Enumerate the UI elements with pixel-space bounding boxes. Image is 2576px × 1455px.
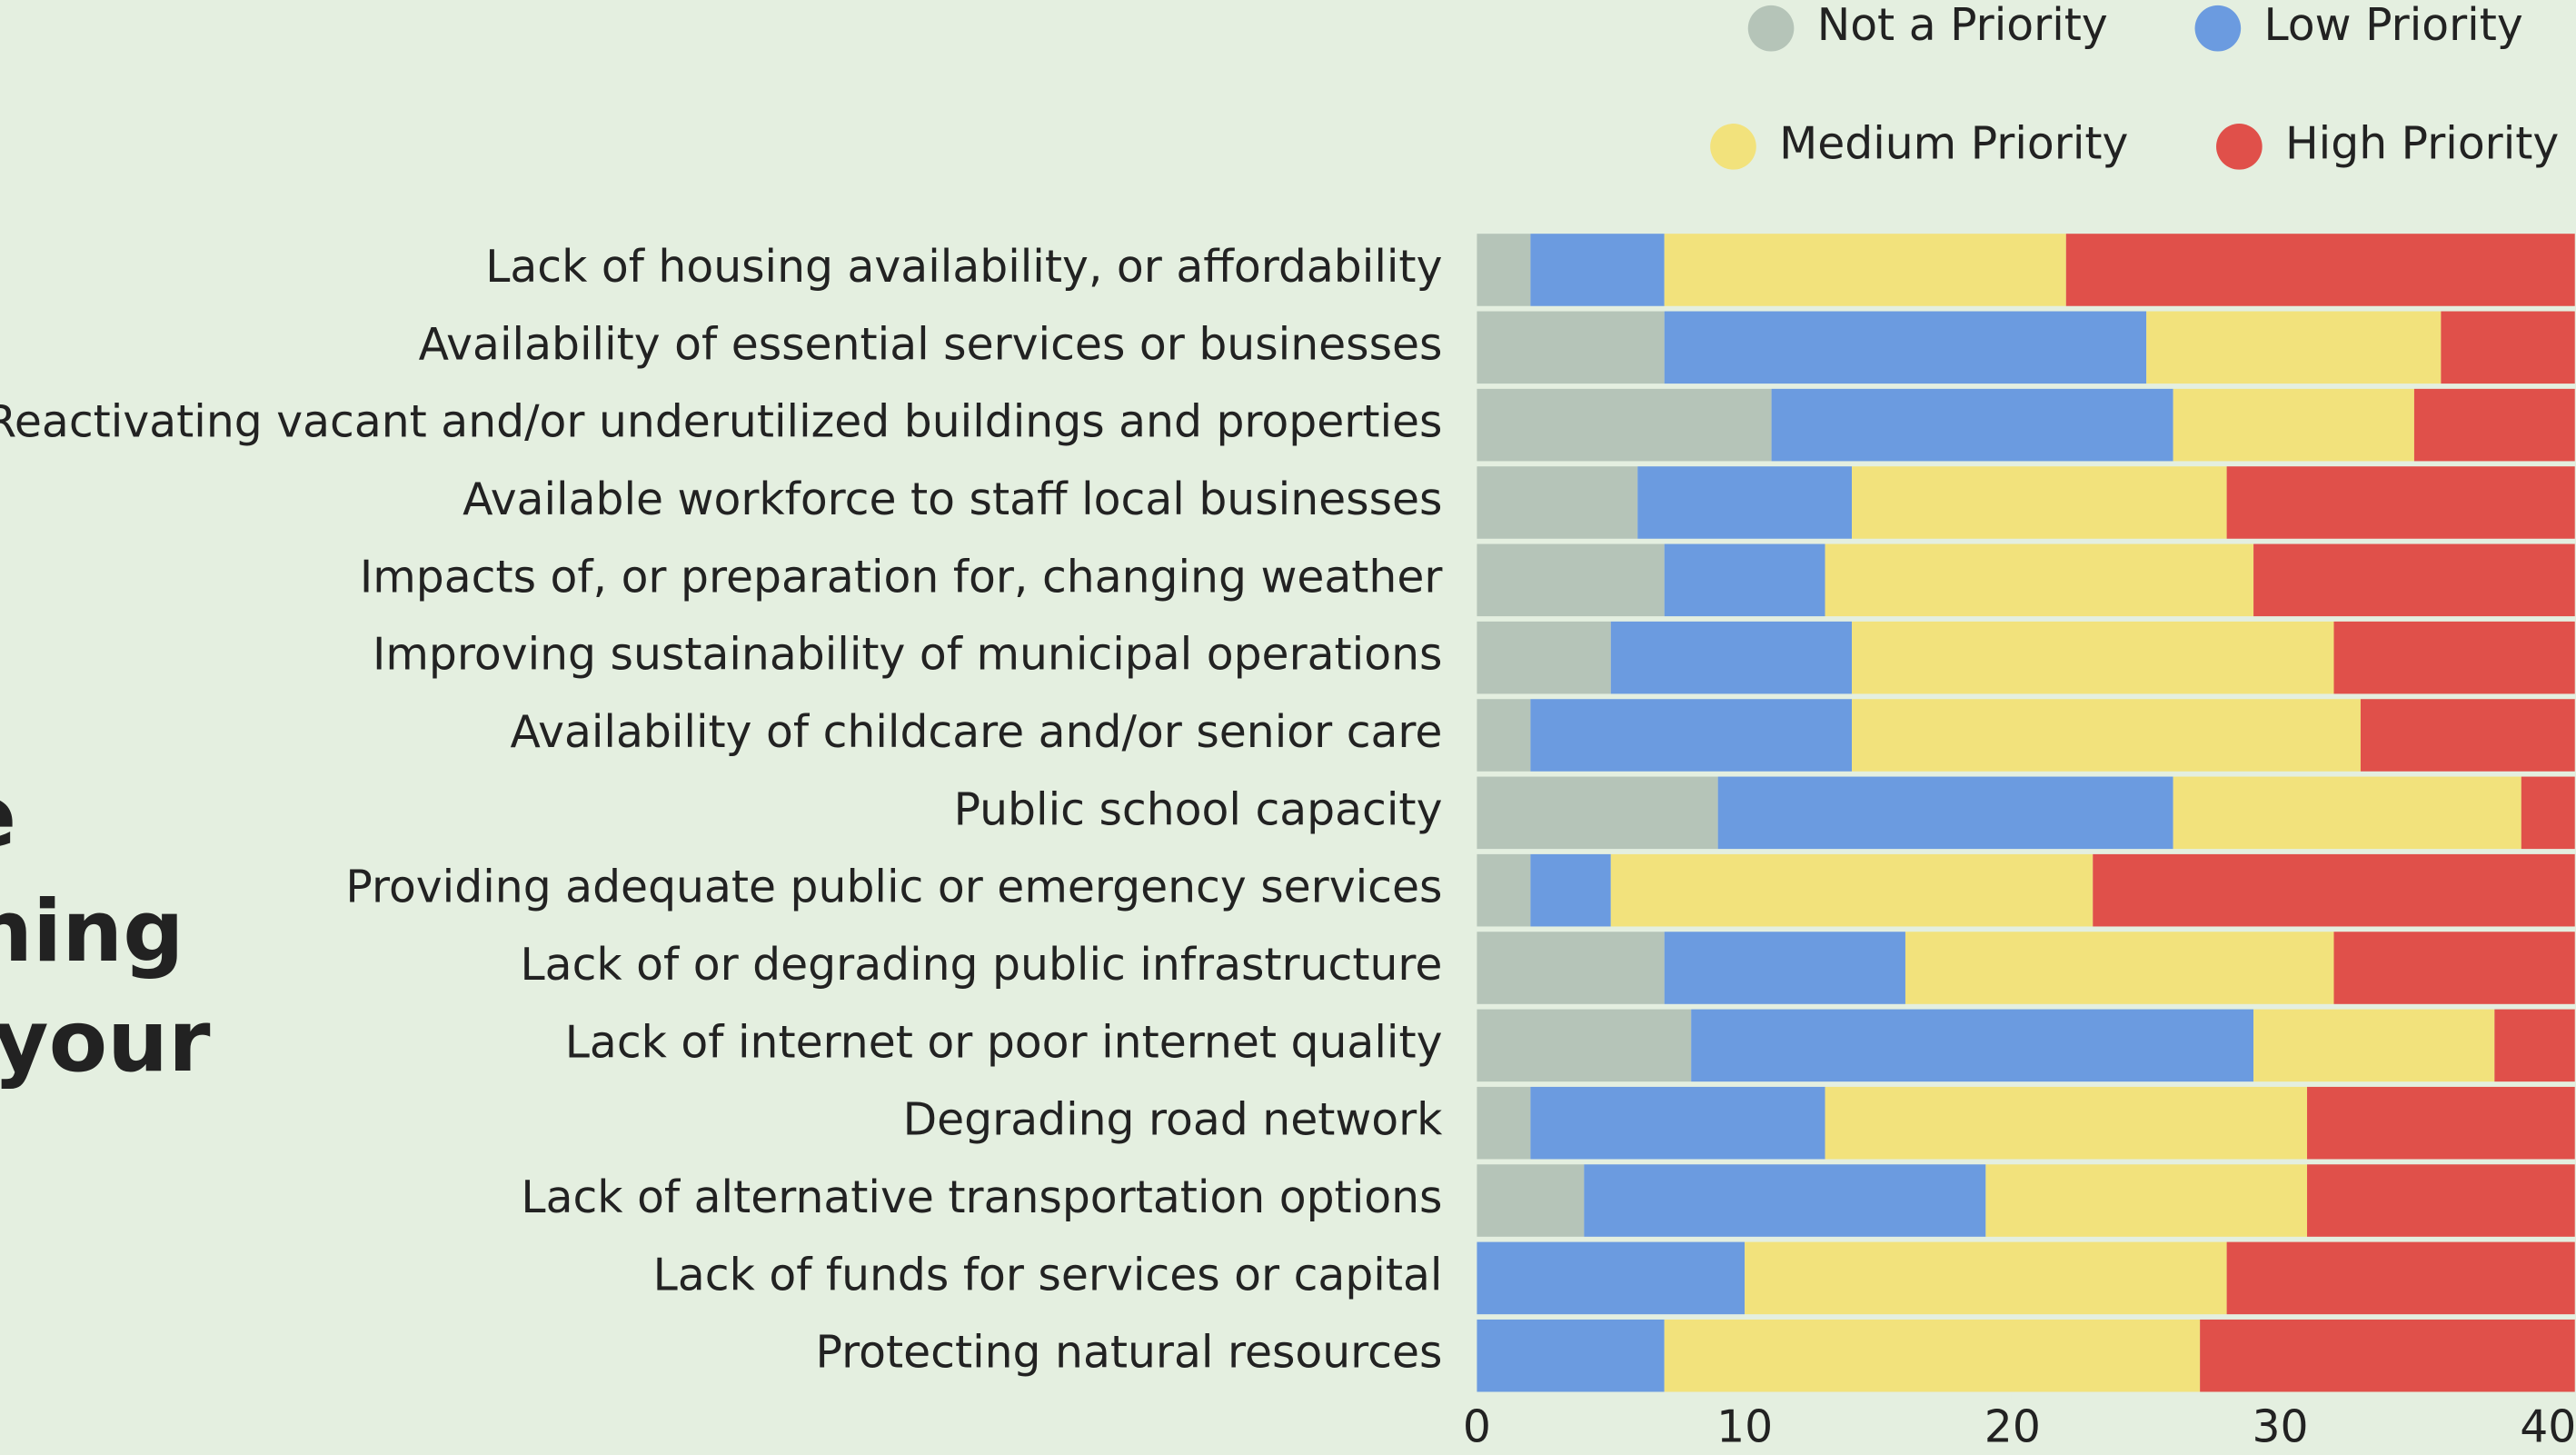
bar-segment xyxy=(1985,1164,2308,1237)
bar-segment xyxy=(1530,853,1611,927)
bar-segment xyxy=(1530,1086,1825,1160)
bar-segment xyxy=(2253,1009,2495,1082)
bar-segment xyxy=(2253,543,2575,617)
bar-segment xyxy=(1477,1241,1746,1315)
legend-label: High Priority xyxy=(2285,117,2559,169)
bar-segment xyxy=(2173,776,2521,850)
x-tick-label: 20 xyxy=(1984,1400,2041,1452)
bar-segment xyxy=(1664,311,2147,384)
bar-segment xyxy=(2226,1241,2575,1315)
category-label: Protecting natural resources xyxy=(816,1327,1443,1379)
category-label: Lack of funds for services or capital xyxy=(653,1249,1443,1301)
bar-segment xyxy=(2333,932,2575,1004)
legend-swatch xyxy=(2194,5,2242,52)
bar-segment xyxy=(2200,1319,2575,1392)
bar-segment xyxy=(1477,466,1638,539)
category-label: Available workforce to staff local busin… xyxy=(462,473,1442,525)
bar-segment xyxy=(1610,621,1853,694)
bar-segment xyxy=(1745,1241,2227,1315)
category-label: Improving sustainability of municipal op… xyxy=(373,629,1442,681)
category-label: Public school capacity xyxy=(954,783,1443,835)
bar-segment xyxy=(2333,621,2575,694)
bar-segment xyxy=(1691,1009,2254,1082)
bar-segment xyxy=(1825,543,2254,617)
bar-segment xyxy=(1477,1319,1665,1392)
category-label: Lack of housing availability, or afforda… xyxy=(485,241,1442,293)
bar-segment xyxy=(2441,311,2575,384)
bar-segment xyxy=(1584,1164,1986,1237)
bar-segment xyxy=(1825,1086,2308,1160)
title-fragment: e xyxy=(0,767,16,866)
legend-label: Medium Priority xyxy=(1779,117,2128,169)
bar-segment xyxy=(1852,621,2334,694)
bar-segment xyxy=(2521,776,2575,850)
legend-swatch xyxy=(2216,124,2263,170)
legend-label: Low Priority xyxy=(2263,0,2522,51)
category-label: Providing adequate public or emergency s… xyxy=(345,862,1442,913)
bar-segment xyxy=(1477,853,1531,927)
bar-segment xyxy=(1905,932,2334,1004)
bar-segment xyxy=(1477,932,1665,1004)
category-label: Availability of essential services or bu… xyxy=(419,318,1443,370)
bar-segment xyxy=(1477,234,1531,306)
category-label: Lack of alternative transportation optio… xyxy=(521,1171,1442,1223)
bar-segment xyxy=(1477,776,1718,850)
bar-segment xyxy=(2093,853,2575,927)
bar-segment xyxy=(1530,699,1853,772)
x-tick-label: 10 xyxy=(1716,1400,1773,1452)
bar-segment xyxy=(1852,466,2227,539)
legend-swatch xyxy=(1710,124,1756,170)
bar-segment xyxy=(1610,853,2094,927)
bar-segment xyxy=(1664,234,2066,306)
bar-segment xyxy=(1477,311,1665,384)
bar-segment xyxy=(2307,1164,2575,1237)
x-tick-label: 30 xyxy=(2253,1400,2309,1452)
bar-segment xyxy=(1477,1086,1531,1160)
x-tick-label: 40 xyxy=(2520,1400,2576,1452)
title-fragment: your xyxy=(0,992,211,1091)
bar-segment xyxy=(1530,234,1665,306)
bar-segment xyxy=(1717,776,2173,850)
bar-segment xyxy=(1477,388,1772,462)
bar-segment xyxy=(1477,699,1531,772)
title-fragment: ning xyxy=(0,882,184,982)
bar-segment xyxy=(1664,543,1825,617)
category-label: Degrading road network xyxy=(903,1094,1444,1146)
bar-segment xyxy=(1637,466,1853,539)
bar-segment xyxy=(2173,388,2414,462)
category-label: Lack of internet or poor internet qualit… xyxy=(565,1016,1443,1068)
x-tick-label: 0 xyxy=(1463,1400,1491,1452)
legend-swatch xyxy=(1747,5,1795,52)
bar-segment xyxy=(1477,543,1665,617)
bar-segment xyxy=(2307,1086,2575,1160)
bar-segment xyxy=(1771,388,2173,462)
bar-segment xyxy=(1477,1164,1585,1237)
bar-segment xyxy=(1664,932,1905,1004)
bar-segment xyxy=(2360,699,2575,772)
bar-segment xyxy=(2494,1009,2575,1082)
bar-segment xyxy=(2413,388,2575,462)
bar-segment xyxy=(2226,466,2575,539)
legend-label: Not a Priority xyxy=(1817,0,2108,51)
bar-segment xyxy=(1852,699,2361,772)
category-label: Impacts of, or preparation for, changing… xyxy=(360,551,1444,603)
category-label: Availability of childcare and/or senior … xyxy=(511,706,1443,758)
bar-segment xyxy=(2065,234,2575,306)
bar-segment xyxy=(1477,1009,1692,1082)
category-label: Reactivating vacant and/or underutilized… xyxy=(0,396,1442,448)
bar-segment xyxy=(1664,1319,2201,1392)
category-label: Lack of or degrading public infrastructu… xyxy=(521,939,1443,991)
bar-segment xyxy=(1477,621,1611,694)
bar-segment xyxy=(2146,311,2442,384)
